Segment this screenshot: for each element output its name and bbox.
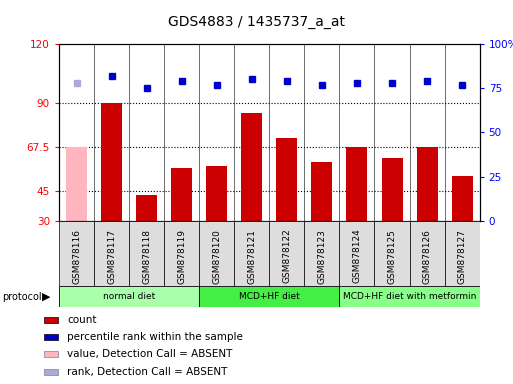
Bar [44,334,58,340]
Bar [199,286,340,307]
Bar [417,147,438,221]
Bar [340,221,374,286]
Bar [101,103,122,221]
Bar [94,221,129,286]
Text: count: count [67,314,97,325]
Text: value, Detection Call = ABSENT: value, Detection Call = ABSENT [67,349,232,359]
Text: ▶: ▶ [42,291,51,302]
Bar [451,175,472,221]
Text: normal diet: normal diet [103,292,155,301]
Bar [346,147,367,221]
Bar [241,113,262,221]
Text: GSM878117: GSM878117 [107,228,116,284]
Bar [44,369,58,375]
Text: GSM878124: GSM878124 [352,228,362,283]
Text: GSM878116: GSM878116 [72,228,81,284]
Text: MCD+HF diet: MCD+HF diet [239,292,300,301]
Bar [66,147,87,221]
Text: GSM878123: GSM878123 [318,228,326,283]
Text: MCD+HF diet with metformin: MCD+HF diet with metformin [343,292,476,301]
Text: GSM878127: GSM878127 [458,228,467,283]
Bar [199,221,234,286]
Bar [59,286,199,307]
Bar [269,221,304,286]
Text: GSM878126: GSM878126 [423,228,431,283]
Bar [304,221,340,286]
Bar [44,351,58,358]
Text: GSM878118: GSM878118 [142,228,151,284]
Bar [164,221,199,286]
Bar [129,221,164,286]
Bar [206,166,227,221]
Bar [234,221,269,286]
Text: GSM878120: GSM878120 [212,228,221,283]
Text: protocol: protocol [3,291,42,302]
Bar [374,221,409,286]
Bar [136,195,157,221]
Text: GSM878125: GSM878125 [387,228,397,283]
Bar [59,221,94,286]
Bar [340,286,480,307]
Text: rank, Detection Call = ABSENT: rank, Detection Call = ABSENT [67,366,228,377]
Bar [311,162,332,221]
Text: percentile rank within the sample: percentile rank within the sample [67,332,243,342]
Text: GSM878122: GSM878122 [282,228,291,283]
Bar [171,168,192,221]
Text: GSM878121: GSM878121 [247,228,256,283]
Text: GSM878119: GSM878119 [177,228,186,284]
Bar [409,221,445,286]
Text: GDS4883 / 1435737_a_at: GDS4883 / 1435737_a_at [168,15,345,29]
Bar [44,317,58,323]
Bar [382,158,403,221]
Bar [445,221,480,286]
Bar [277,138,298,221]
